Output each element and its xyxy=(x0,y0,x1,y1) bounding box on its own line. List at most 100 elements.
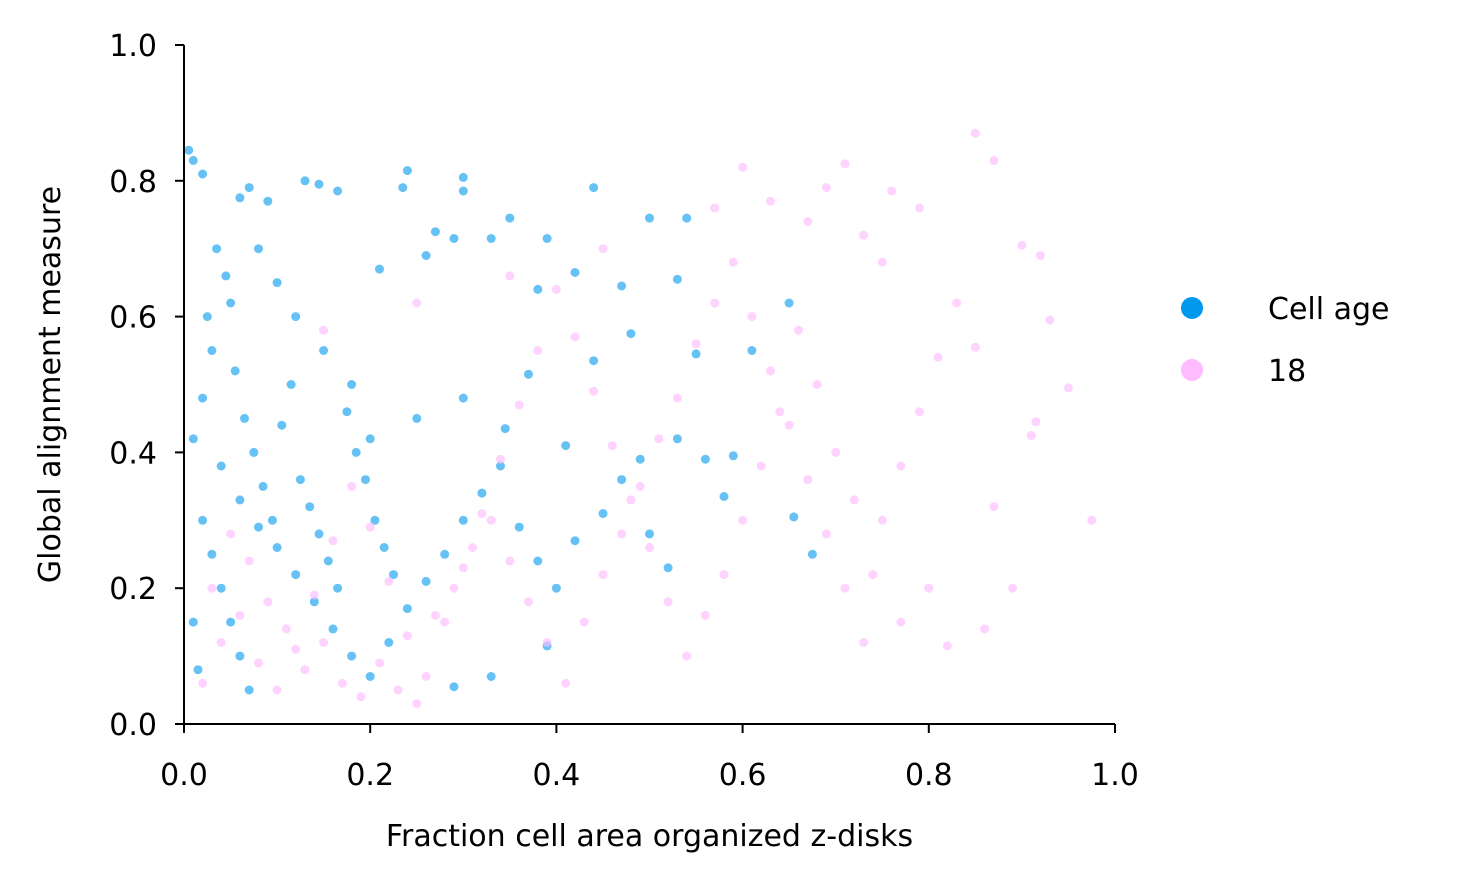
point-series-0 xyxy=(277,420,287,430)
point-series-0 xyxy=(207,549,217,559)
point-series-1 xyxy=(579,617,589,627)
point-series-1 xyxy=(561,678,571,688)
point-series-1 xyxy=(710,298,720,308)
point-series-1 xyxy=(589,386,599,396)
point-series-1 xyxy=(263,597,273,607)
legend-marker-18 xyxy=(1181,359,1203,381)
point-series-0 xyxy=(188,434,198,444)
point-series-0 xyxy=(500,424,510,434)
point-series-0 xyxy=(691,349,701,359)
point-series-1 xyxy=(598,570,608,580)
point-series-1 xyxy=(700,610,710,620)
point-series-0 xyxy=(207,346,217,355)
point-series-0 xyxy=(314,529,324,539)
point-series-0 xyxy=(333,583,343,593)
y-tick-label: 0.4 xyxy=(109,436,157,471)
point-series-1 xyxy=(477,509,487,518)
point-series-0 xyxy=(291,312,301,322)
point-series-0 xyxy=(514,522,524,532)
point-series-1 xyxy=(617,529,627,539)
point-series-0 xyxy=(477,488,487,498)
point-series-0 xyxy=(663,563,673,573)
point-series-1 xyxy=(915,203,924,213)
point-series-1 xyxy=(1026,430,1036,440)
point-series-0 xyxy=(347,380,357,389)
point-series-1 xyxy=(859,230,869,240)
point-series-1 xyxy=(244,556,254,566)
point-series-1 xyxy=(524,597,533,607)
point-series-0 xyxy=(542,234,552,243)
y-tick-label: 0.8 xyxy=(109,165,157,200)
point-series-1 xyxy=(542,638,552,647)
point-series-0 xyxy=(235,651,245,661)
point-series-0 xyxy=(635,454,645,464)
point-series-1 xyxy=(803,217,813,226)
point-series-1 xyxy=(645,543,654,552)
point-series-1 xyxy=(486,515,496,525)
point-series-1 xyxy=(719,570,729,580)
point-series-1 xyxy=(775,407,785,417)
point-series-0 xyxy=(193,665,203,675)
point-series-1 xyxy=(505,556,515,566)
point-series-0 xyxy=(286,380,296,389)
point-series-0 xyxy=(291,570,301,580)
point-series-1 xyxy=(970,342,980,352)
point-series-1 xyxy=(598,244,608,254)
point-series-1 xyxy=(430,610,440,620)
legend-label-18: 18 xyxy=(1268,354,1306,389)
point-series-0 xyxy=(682,213,692,223)
x-tick-label: 1.0 xyxy=(1091,758,1139,793)
point-series-1 xyxy=(738,162,748,172)
point-series-0 xyxy=(645,529,654,539)
point-series-0 xyxy=(295,475,305,485)
point-series-1 xyxy=(496,454,505,464)
point-series-0 xyxy=(458,172,468,182)
point-series-1 xyxy=(570,332,580,342)
x-tick-label: 0.8 xyxy=(905,758,953,793)
point-series-1 xyxy=(319,638,329,647)
point-series-1 xyxy=(849,495,859,505)
point-series-1 xyxy=(551,284,561,294)
point-series-1 xyxy=(514,400,524,410)
point-series-0 xyxy=(505,213,515,223)
x-tick-label: 0.6 xyxy=(719,758,767,793)
point-series-1 xyxy=(803,475,813,485)
point-series-0 xyxy=(216,583,226,593)
point-series-1 xyxy=(375,658,384,668)
point-series-1 xyxy=(1008,583,1018,593)
point-series-1 xyxy=(933,352,943,362)
point-series-0 xyxy=(361,475,370,485)
point-series-1 xyxy=(235,610,245,620)
point-series-0 xyxy=(747,346,757,355)
point-series-0 xyxy=(561,441,571,451)
point-series-0 xyxy=(570,268,580,277)
point-series-1 xyxy=(877,515,887,525)
point-series-0 xyxy=(254,522,263,532)
point-series-0 xyxy=(198,169,208,179)
point-series-1 xyxy=(672,393,682,403)
point-series-1 xyxy=(1063,383,1073,393)
point-series-0 xyxy=(384,638,394,647)
point-series-0 xyxy=(524,369,533,379)
point-series-1 xyxy=(821,529,831,539)
point-series-0 xyxy=(421,576,431,586)
point-series-1 xyxy=(868,570,878,580)
point-series-0 xyxy=(244,685,254,695)
point-series-1 xyxy=(859,638,869,647)
point-series-1 xyxy=(533,346,543,355)
point-series-0 xyxy=(198,515,208,525)
point-series-0 xyxy=(375,264,384,274)
point-series-0 xyxy=(645,213,654,223)
point-series-0 xyxy=(235,193,245,203)
point-series-1 xyxy=(794,325,803,335)
point-series-0 xyxy=(412,413,422,423)
point-series-1 xyxy=(1045,315,1055,325)
point-series-1 xyxy=(300,665,310,675)
point-series-0 xyxy=(267,515,277,525)
point-series-0 xyxy=(533,284,543,294)
point-series-0 xyxy=(728,451,738,461)
point-series-0 xyxy=(365,434,375,444)
point-series-1 xyxy=(272,685,282,695)
point-series-0 xyxy=(226,298,236,308)
point-series-1 xyxy=(887,186,897,196)
